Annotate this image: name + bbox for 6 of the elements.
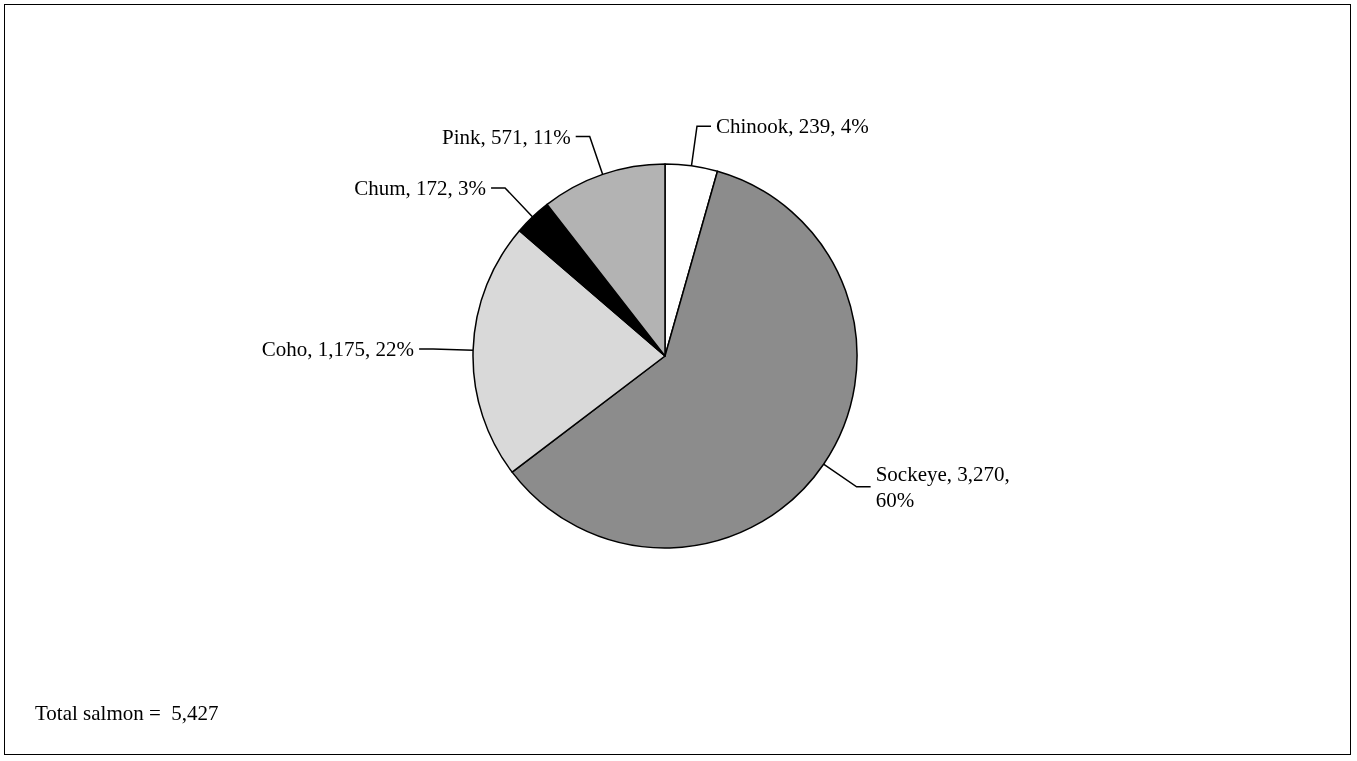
slice-label: Coho, 1,175, 22% bbox=[261, 336, 415, 361]
slice-label: Chum, 172, 3% bbox=[354, 175, 487, 200]
slice-label: Sockeye, 3,270, 60% bbox=[875, 461, 1010, 512]
slice-label: Chinook, 239, 4% bbox=[716, 114, 869, 139]
slice-label: Pink, 571, 11% bbox=[441, 124, 571, 149]
text: Total salmon = 5,427 bbox=[35, 700, 219, 725]
